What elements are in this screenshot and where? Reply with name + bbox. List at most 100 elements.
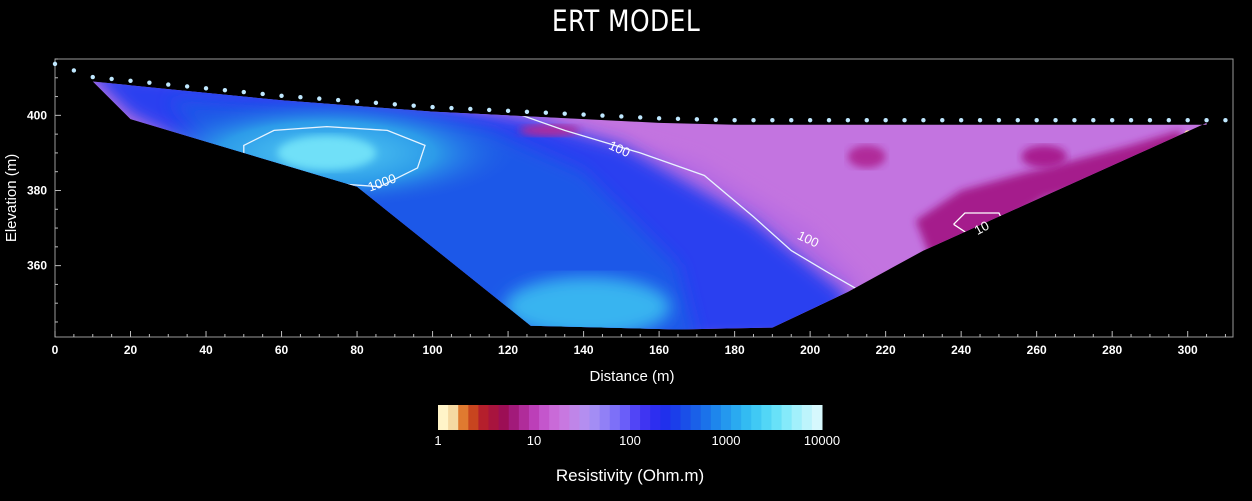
electrode-marker bbox=[1109, 118, 1115, 123]
electrode-marker bbox=[279, 93, 284, 99]
low-resistivity-patch bbox=[847, 145, 886, 168]
x-tick-label: 200 bbox=[800, 343, 820, 357]
colorbar-swatch bbox=[680, 405, 692, 430]
colorbar-swatch bbox=[599, 405, 611, 430]
electrode-marker bbox=[921, 118, 926, 123]
x-tick-label: 0 bbox=[52, 343, 59, 357]
colorbar-swatch bbox=[609, 405, 621, 430]
electrode-marker bbox=[845, 118, 851, 123]
colorbar-swatch bbox=[751, 405, 762, 430]
colorbar-tick-label: 1 bbox=[434, 433, 441, 448]
electrode-marker bbox=[807, 118, 813, 123]
electrode-marker bbox=[694, 117, 700, 122]
electrode-marker bbox=[184, 84, 190, 89]
colorbar-swatch bbox=[630, 405, 641, 430]
electrode-marker bbox=[581, 112, 586, 117]
contour-label: 10 bbox=[972, 218, 992, 238]
x-tick-label: 40 bbox=[199, 343, 213, 357]
y-tick-label: 400 bbox=[27, 108, 47, 122]
electrode-marker bbox=[1204, 118, 1209, 123]
colorbar-swatch bbox=[508, 405, 520, 430]
colorbar-swatch bbox=[579, 405, 591, 430]
electrode-markers bbox=[52, 61, 1228, 123]
x-tick-label: 240 bbox=[951, 343, 971, 357]
colorbar-swatch bbox=[781, 405, 793, 430]
colorbar-tick-label: 1000 bbox=[712, 433, 741, 448]
low-resistivity-patch bbox=[1021, 145, 1067, 168]
colorbar-swatch bbox=[811, 405, 823, 430]
electrode-marker bbox=[864, 118, 869, 123]
colorbar-swatch bbox=[528, 405, 540, 430]
x-tick-label: 60 bbox=[275, 343, 289, 357]
electrode-marker bbox=[562, 111, 567, 116]
electrode-marker bbox=[203, 86, 209, 91]
x-tick-label: 260 bbox=[1027, 343, 1047, 357]
electrode-marker bbox=[1147, 118, 1153, 123]
deep-resistive-body bbox=[504, 276, 671, 330]
colorbar-swatch bbox=[549, 405, 560, 430]
electrode-marker bbox=[940, 118, 945, 123]
electrode-marker bbox=[713, 117, 718, 122]
colorbar-tick-label: 10 bbox=[527, 433, 541, 448]
colorbar-swatch bbox=[690, 405, 702, 430]
electrode-marker bbox=[71, 68, 77, 73]
electrode-marker bbox=[430, 104, 435, 110]
colorbar-swatch bbox=[468, 405, 479, 430]
colorbar-swatch bbox=[559, 405, 570, 430]
colorbar-swatch bbox=[650, 405, 661, 430]
x-tick-label: 120 bbox=[498, 343, 518, 357]
electrode-marker bbox=[543, 110, 549, 115]
colorbar-swatch bbox=[720, 405, 732, 430]
electrode-marker bbox=[1034, 118, 1039, 123]
low-resistivity-patch bbox=[519, 124, 580, 136]
colorbar-swatch bbox=[478, 405, 490, 430]
electrode-marker bbox=[166, 82, 171, 87]
electrode-marker bbox=[392, 102, 398, 107]
y-tick-label: 360 bbox=[27, 259, 47, 273]
electrode-marker bbox=[770, 118, 775, 123]
x-axis: 0 20 40 60 80 100 120 140 160 180 200 220 240 260 280 3… bbox=[52, 331, 1226, 357]
colorbar-swatch bbox=[488, 405, 500, 430]
electrode-marker bbox=[675, 116, 681, 122]
y-axis-title: Elevation (m) bbox=[3, 154, 20, 242]
contour-100-a bbox=[500, 107, 856, 289]
x-tick-label: 220 bbox=[876, 343, 896, 357]
electrode-marker bbox=[1053, 118, 1058, 123]
colorbar-tick-label: 100 bbox=[619, 433, 641, 448]
electrode-marker bbox=[638, 115, 643, 120]
colorbar-swatch bbox=[771, 405, 783, 430]
high-resistivity-core bbox=[277, 136, 376, 170]
electrode-marker bbox=[373, 100, 379, 106]
electrode-marker bbox=[468, 106, 473, 112]
colorbar: 1 10 100 1000 10000 bbox=[434, 405, 840, 448]
y-tick-label: 380 bbox=[27, 183, 47, 197]
electrode-marker bbox=[298, 95, 303, 100]
electrode-marker bbox=[1128, 118, 1134, 123]
electrode-marker bbox=[1185, 118, 1190, 123]
electrode-marker bbox=[1166, 118, 1172, 123]
electrode-marker bbox=[241, 89, 246, 95]
plot-frame bbox=[54, 58, 1234, 338]
chart-title: ERT MODEL bbox=[551, 4, 701, 38]
electrode-marker bbox=[260, 91, 265, 97]
colorbar-title: Resistivity (Ohm.m) bbox=[556, 466, 704, 485]
colorbar-swatch bbox=[458, 405, 469, 430]
colorbar-swatch bbox=[731, 405, 742, 430]
electrode-marker bbox=[1223, 118, 1228, 123]
x-tick-label: 280 bbox=[1102, 343, 1122, 357]
colorbar-swatch bbox=[569, 405, 580, 430]
electrode-marker bbox=[524, 109, 530, 114]
colorbar-swatch bbox=[801, 405, 813, 430]
colorbar-swatch bbox=[660, 405, 671, 430]
electrode-marker bbox=[883, 118, 888, 123]
colorbar-swatch bbox=[700, 405, 712, 430]
colorbar-tick-label: 10000 bbox=[804, 433, 840, 448]
colorbar-swatch bbox=[791, 405, 803, 430]
electrode-marker bbox=[128, 78, 133, 83]
electrode-marker bbox=[109, 76, 114, 82]
electrode-marker bbox=[486, 107, 492, 113]
electrode-marker bbox=[902, 118, 907, 123]
colorbar-swatch bbox=[438, 405, 449, 430]
x-tick-label: 180 bbox=[725, 343, 745, 357]
